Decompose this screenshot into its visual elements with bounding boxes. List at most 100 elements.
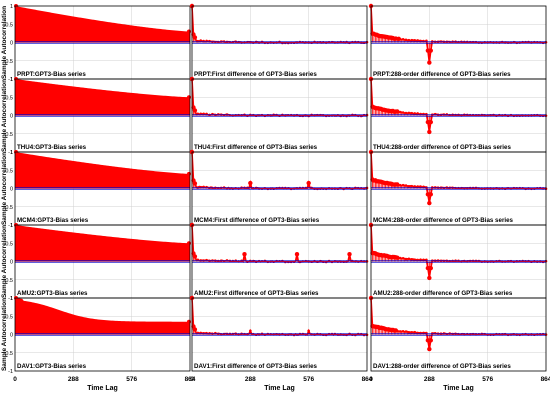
panel-3 (368, 3, 548, 80)
acf-point (398, 110, 402, 114)
x-axis-label: Time Lag (443, 385, 474, 392)
y-tick-label: -1 (8, 77, 13, 83)
acf-point (192, 181, 198, 186)
acf-stem-area (15, 79, 190, 116)
panel-title: DAV1:GPT3-Bias series (17, 363, 87, 370)
y-tick-label: -0.5 (4, 278, 13, 284)
acf-line (191, 5, 368, 44)
acf-point (248, 180, 253, 186)
acf-point (401, 256, 405, 260)
x-tick-label: 576 (482, 376, 493, 383)
panel-10 (14, 223, 191, 299)
acf-line (370, 297, 547, 350)
x-axis-label: Time Lag (264, 385, 295, 392)
acf-point (404, 330, 408, 333)
y-axis-label: Sample Autocorrelation (1, 6, 8, 79)
y-tick-label: 0 (10, 187, 13, 193)
acf-point (398, 330, 402, 333)
acf-point (395, 255, 400, 260)
acf-stem-area (15, 6, 190, 43)
acf-stem-area (15, 152, 190, 189)
panel-9 (368, 149, 548, 226)
acf-point (410, 111, 414, 115)
x-tick-label: 864 (541, 376, 550, 383)
panel-title: MCM4:GPT3-Bias series (17, 217, 89, 224)
acf-point (410, 330, 414, 334)
acf-point (416, 39, 419, 42)
acf-point (407, 111, 411, 115)
x-tick-label: 864 (362, 376, 373, 383)
acf-point (407, 38, 411, 42)
panel-15 (368, 295, 548, 372)
panel-6 (368, 76, 548, 153)
y-tick-label: 1 (10, 150, 13, 156)
acf-point (427, 129, 432, 135)
panels-layer (14, 3, 548, 372)
acf-point (416, 185, 419, 188)
x-tick-label: 288 (245, 376, 256, 383)
acf-point (427, 200, 432, 206)
x-tick-label: 0 (190, 376, 194, 383)
y-tick-label: -1 (8, 369, 13, 375)
acf-point (433, 331, 437, 335)
y-axis-label: Sample Autocorrelation (1, 79, 8, 152)
y-tick-label: -1 (8, 223, 13, 229)
y-tick-label: 0 (10, 41, 13, 47)
panel-11 (189, 222, 369, 299)
acf-point (427, 346, 432, 352)
panel-13 (14, 296, 191, 372)
acf-point (428, 48, 433, 53)
acf-point (410, 38, 414, 42)
acf-point (416, 112, 419, 115)
acf-point (404, 257, 408, 261)
acf-point (395, 182, 400, 187)
panel-frame (14, 297, 191, 372)
acf-point (242, 252, 247, 257)
acf-line (191, 78, 368, 117)
x-tick-label: 288 (424, 376, 435, 383)
y-tick-label: 1 (10, 223, 13, 229)
panel-4 (14, 77, 191, 153)
x-tick-label: 576 (126, 376, 137, 383)
acf-point (419, 258, 422, 261)
panel-frame (370, 297, 547, 372)
acf-line (370, 224, 547, 279)
acf-point (413, 185, 417, 188)
y-tick-label: 0 (10, 333, 13, 339)
panel-title: AMU2:288-order difference of GPT3-Bias s… (373, 290, 513, 297)
panel-7 (14, 150, 191, 226)
acf-point (413, 39, 417, 42)
panel-title: THU4:First difference of GPT3-Bias serie… (194, 144, 318, 151)
panel-5 (189, 76, 369, 153)
acf-point (428, 265, 433, 271)
acf-point (192, 327, 198, 332)
panel-title: DAV1:First difference of GPT3-Bias serie… (194, 363, 318, 370)
acf-point (199, 39, 203, 42)
acf-point (427, 275, 432, 281)
y-tick-label: 1 (10, 4, 13, 10)
acf-point (413, 258, 417, 261)
panel-2 (189, 3, 369, 80)
panel-8 (189, 149, 369, 226)
acf-point (208, 332, 211, 335)
acf-point (249, 329, 252, 333)
y-tick-label: 0.5 (5, 95, 13, 101)
y-tick-label: -0.5 (4, 132, 13, 138)
panel-frame (191, 297, 368, 372)
acf-point (216, 113, 220, 116)
acf-point (401, 183, 405, 187)
y-tick-label: 1 (10, 77, 13, 83)
acf-point (410, 258, 414, 261)
acf-line (191, 297, 368, 336)
acf-point (401, 330, 405, 333)
acf-line (191, 224, 368, 264)
acf-point (401, 111, 405, 114)
panel-title: AMU2:First difference of GPT3-Bias serie… (194, 290, 319, 297)
y-axis-label: Sample Autocorrelation (1, 298, 8, 371)
y-tick-label: 0 (10, 260, 13, 266)
y-tick-label: 0 (10, 114, 13, 120)
acf-point (404, 38, 408, 42)
y-tick-label: 0.5 (5, 22, 13, 28)
